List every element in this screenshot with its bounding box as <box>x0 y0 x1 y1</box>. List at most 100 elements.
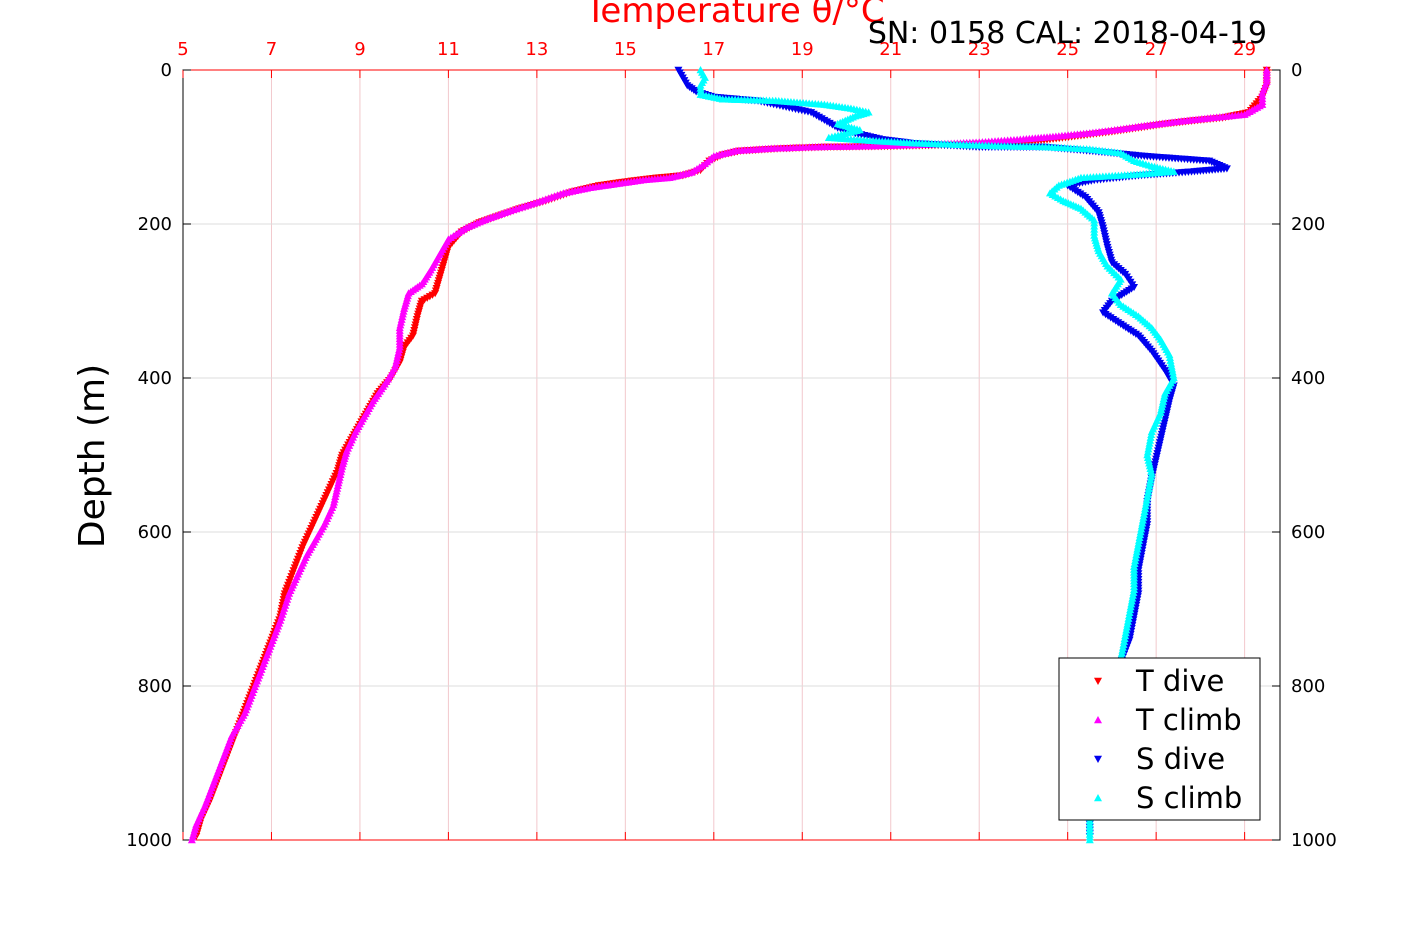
data-point <box>1141 502 1150 510</box>
data-point <box>1128 591 1137 599</box>
data-point <box>1142 496 1151 504</box>
legend-label: T climb <box>1135 703 1242 737</box>
data-point <box>1121 631 1130 640</box>
data-point <box>1143 493 1152 501</box>
data-point <box>1125 611 1134 619</box>
data-point <box>1130 559 1139 567</box>
data-point <box>1136 528 1145 536</box>
data-point <box>1147 470 1156 478</box>
data-point <box>1147 430 1156 438</box>
x-tick-label: 15 <box>614 39 637 60</box>
data-point <box>1123 620 1132 628</box>
data-point <box>1146 478 1155 487</box>
y-tick-label-right: 400 <box>1291 368 1325 389</box>
data-point <box>1121 629 1130 637</box>
data-point <box>1136 530 1145 539</box>
x-tick-label: 19 <box>791 39 814 60</box>
x-tick-label: 13 <box>525 39 548 60</box>
data-point <box>1137 525 1146 533</box>
data-point <box>1167 359 1176 367</box>
data-point <box>1143 490 1152 498</box>
x-tick-label: 25 <box>1056 39 1079 60</box>
data-point <box>1146 476 1155 484</box>
y-tick-label-left: 800 <box>138 676 172 697</box>
data-point <box>1131 553 1140 562</box>
data-point <box>1085 836 1094 844</box>
data-point <box>1168 368 1177 376</box>
x-tick-label: 11 <box>437 39 460 60</box>
data-point <box>1133 545 1142 553</box>
x-tick-label: 23 <box>968 39 991 60</box>
legend-marker <box>1094 755 1102 763</box>
data-point <box>1142 499 1151 507</box>
data-point <box>1135 536 1144 544</box>
data-point <box>1134 539 1143 547</box>
data-point <box>1132 548 1141 556</box>
data-point <box>1139 513 1148 521</box>
legend: T dive T climb S dive S climb <box>1058 657 1261 821</box>
data-point <box>1130 585 1139 593</box>
data-point <box>1125 608 1134 617</box>
data-point <box>1126 605 1135 614</box>
y-tick-label-left: 600 <box>138 522 172 543</box>
chart-title: Temperature θ/°C <box>584 0 884 31</box>
data-point <box>1144 442 1153 450</box>
data-point <box>1120 634 1129 643</box>
data-point <box>1140 507 1149 515</box>
data-point <box>1137 522 1146 530</box>
data-point <box>1147 473 1156 481</box>
data-point <box>1165 350 1174 359</box>
legend-marker <box>1094 794 1102 802</box>
data-point <box>1119 640 1128 648</box>
data-point <box>1128 594 1137 602</box>
data-point <box>1144 445 1153 453</box>
data-point <box>1146 433 1155 441</box>
data-point <box>1126 603 1135 611</box>
legend-marker <box>1094 716 1102 724</box>
x-tick-label: 21 <box>879 39 902 60</box>
legend-label: S climb <box>1136 781 1242 815</box>
data-point <box>1145 481 1154 489</box>
data-point <box>1132 551 1141 559</box>
legend-box <box>1058 657 1261 821</box>
data-point <box>1118 643 1127 651</box>
data-point <box>1167 362 1176 370</box>
y-tick-label-left: 1000 <box>126 830 172 851</box>
axis-ticks: 5 7 9 11 13 15 17 19 21 23 25 27 29 0 0 200 200 400 400 600… <box>126 39 1337 851</box>
data-point <box>1129 588 1138 596</box>
data-point <box>1146 436 1155 444</box>
data-point <box>1135 533 1144 541</box>
data-point <box>1147 427 1156 436</box>
data-point <box>1143 448 1152 456</box>
legend-label: S dive <box>1136 742 1225 776</box>
data-point <box>1144 484 1153 492</box>
y-tick-label-right: 600 <box>1291 522 1325 543</box>
data-point <box>1133 542 1142 550</box>
x-tick-label: 27 <box>1145 39 1168 60</box>
data-point <box>1127 597 1136 605</box>
data-point <box>1127 600 1136 608</box>
data-point <box>1131 556 1140 565</box>
x-tick-label: 17 <box>702 39 725 60</box>
data-point <box>1122 623 1131 631</box>
data-point <box>1123 617 1132 625</box>
x-tick-label: 9 <box>354 39 365 60</box>
y-tick-label-right: 1000 <box>1291 830 1337 851</box>
y-tick-label-left: 0 <box>161 60 172 81</box>
x-tick-label: 7 <box>266 39 277 60</box>
data-point <box>1169 371 1178 379</box>
data-point <box>1138 519 1147 527</box>
data-point <box>187 836 196 844</box>
x-tick-label: 5 <box>177 39 188 60</box>
y-tick-label-right: 800 <box>1291 676 1325 697</box>
data-point <box>1117 649 1126 657</box>
data-point <box>1144 487 1153 495</box>
data-point <box>1138 516 1147 524</box>
data-point <box>1120 637 1129 645</box>
y-tick-label-left: 400 <box>138 368 172 389</box>
data-point <box>1124 614 1133 622</box>
data-point <box>1122 626 1131 634</box>
legend-marker <box>1094 677 1102 685</box>
chart-subtitle: SN: 0158 CAL: 2018-04-19 <box>868 16 1267 51</box>
